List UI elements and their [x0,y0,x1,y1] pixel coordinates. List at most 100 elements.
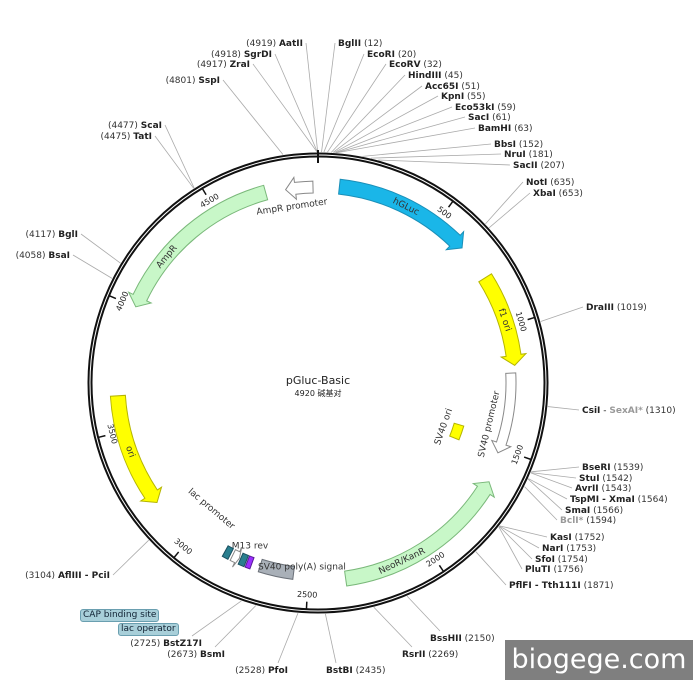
site-pluti[interactable]: PluTI (1756) [525,565,583,575]
site-ecorv[interactable]: EcoRV (32) [389,60,442,70]
site-position: (2269) [425,650,458,660]
site-kasi[interactable]: KasI (1752) [550,533,605,543]
site-stui[interactable]: StuI (1542) [579,474,632,484]
site-name: NotI [526,178,547,188]
leader-line [524,486,558,521]
site-bglii[interactable]: BglII (12) [338,39,382,49]
feature-sv40-ori[interactable] [449,422,465,441]
site-name: AvrII [575,484,599,494]
site-name: AatII [279,39,303,49]
site-acc65i[interactable]: Acc65I (51) [425,82,480,92]
site-noti[interactable]: NotI (635) [526,178,574,188]
site-zrai[interactable]: (4917) ZraI [197,60,250,70]
site-smai[interactable]: SmaI (1566) [565,506,623,516]
leader-line [305,42,319,153]
site-position: (1019) [614,303,647,313]
site-bsshii[interactable]: BssHII (2150) [430,634,495,644]
site-ecori[interactable]: EcoRI (20) [367,50,416,60]
site-afliii-pcii[interactable]: (3104) AflIII - PciI [25,571,110,581]
site-eco53ki[interactable]: Eco53kI (59) [455,103,516,113]
site-position: (1566) [590,506,623,516]
site-kpni[interactable]: KpnI (55) [441,92,486,102]
site-xbai[interactable]: XbaI (653) [533,189,583,199]
site-position: (20) [395,50,416,60]
leader-line [274,53,318,153]
site-position: (32) [421,60,442,70]
site-avrii[interactable]: AvrII (1543) [575,484,631,494]
feature-sv40-poly-a-signal[interactable] [257,558,295,580]
feature-hgluc[interactable] [338,178,465,251]
site-bcli[interactable]: BclI* (1594) [560,516,616,526]
feature-ampr-promoter[interactable] [284,176,314,201]
site-nrui[interactable]: NruI (181) [504,150,553,160]
site-nari[interactable]: NarI (1753) [542,544,596,554]
site-bstz17i[interactable]: (2725) BstZ17I [130,639,202,649]
site-aatii[interactable]: (4919) AatII [246,39,303,49]
site-name: TatI [133,132,152,142]
feature-cap-binding-site[interactable] [221,545,235,560]
site-tspmi-xmai[interactable]: TspMI - XmaI (1564) [570,495,668,505]
feature-lac-promoter[interactable] [229,546,243,568]
leader-line [370,153,502,159]
site-position: (152) [516,140,543,150]
feature-ori[interactable] [109,394,163,504]
site-position: (207) [538,161,565,171]
site-position: (1310) [643,406,676,416]
site-bstbi[interactable]: BstBI (2435) [326,666,386,676]
leader-line [164,124,195,189]
leader-line [80,233,121,264]
site-name: StuI [579,474,600,484]
site-bsmi[interactable]: (2673) BsmI [167,650,225,660]
site-position: (4477) [108,121,141,131]
site-draiii[interactable]: DraIII (1019) [586,303,647,313]
site-sfoi[interactable]: SfoI (1754) [535,555,588,565]
site-position: (1753) [563,544,596,554]
site-bamhi[interactable]: BamHI (63) [478,124,533,134]
feature-label-ori: ori [123,445,136,459]
site-leader-lines [72,42,584,664]
site-name: KpnI [441,92,464,102]
site-hindiii[interactable]: HindIII (45) [408,71,463,81]
site-scai[interactable]: (4477) ScaI [108,121,162,131]
site-name: CsiI [582,406,600,416]
feature-neor-kanr[interactable] [344,481,496,587]
leader-line [214,605,257,648]
feature-f1-ori[interactable] [478,273,528,367]
site-name: PfoI [268,666,288,676]
tick-2000 [438,564,444,572]
site-position: (4058) [16,251,49,261]
feature-sv40-promoter[interactable] [490,372,517,454]
site-saci[interactable]: SacI (61) [468,113,511,123]
site-sspi[interactable]: (4801) SspI [166,76,220,86]
site-rsrii[interactable]: RsrII (2269) [402,650,458,660]
leader-line [330,74,406,153]
site-position: (2528) [235,666,268,676]
site-sgrdi[interactable]: (4918) SgrDI [211,50,272,60]
site-bbsi[interactable]: BbsI (152) [494,140,543,150]
feature-label-sv40-poly-a-signal: SV40 poly(A) signal [258,563,346,573]
tick-label: 4000 [114,290,130,312]
site-tati[interactable]: (4475) TatI [101,132,153,142]
site-csii-sexai[interactable]: CsiI - SexAI* (1310) [582,406,676,416]
site-pflfi-tth111i[interactable]: PflFI - Tth111I (1871) [509,581,614,591]
site-name: BseRI [582,463,611,473]
leader-line [327,63,387,153]
leader-line [530,472,573,489]
feature-m13-rev[interactable] [244,555,255,570]
tick-label: 3000 [172,537,193,557]
site-pfoi[interactable]: (2528) PfoI [235,666,288,676]
site-name: NruI [504,150,526,160]
site-bsai[interactable]: (4058) BsaI [16,251,70,261]
site-bseri[interactable]: BseRI (1539) [582,463,643,473]
feature-lac-operator[interactable] [237,552,250,568]
site-sacii[interactable]: SacII (207) [513,161,565,171]
site-position: (4475) [101,132,134,142]
leader-line [252,63,318,153]
site-position: (2725) [130,639,163,649]
site-position: (3104) [25,571,58,581]
leader-line [222,79,284,155]
feature-ampr[interactable] [127,184,269,308]
tick-label: 1500 [510,444,525,466]
leader-line [362,143,492,157]
site-bgli[interactable]: (4117) BglI [25,230,78,240]
